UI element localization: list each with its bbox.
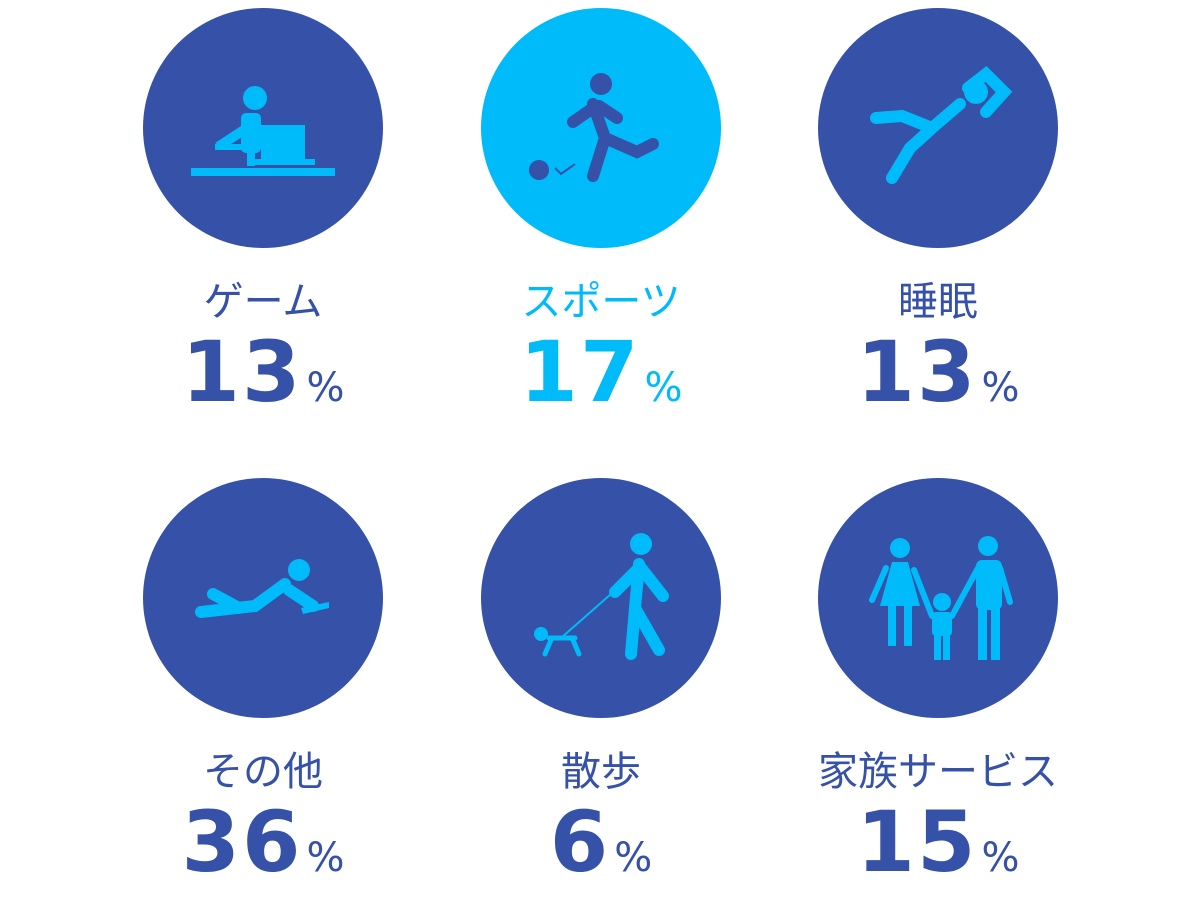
item-game: ゲーム 13%: [93, 8, 433, 436]
item-sleep: 睡眠 13%: [768, 8, 1108, 436]
percent-unit: %: [644, 365, 683, 411]
item-percentage: 36%: [93, 800, 433, 906]
person-walking-dog-icon: [534, 533, 669, 660]
item-other: その他 36%: [93, 478, 433, 906]
percent-unit: %: [614, 835, 653, 881]
family-icon: [869, 536, 1013, 660]
circle: [481, 478, 721, 718]
circle: [481, 8, 721, 248]
person-reclining-icon: [870, 66, 1013, 184]
item-sports: スポーツ 17%: [431, 8, 771, 436]
circle: [818, 8, 1058, 248]
item-label: 散歩: [561, 749, 641, 795]
item-family: 家族サービス 15%: [768, 478, 1108, 906]
item-walk: 散歩 6%: [431, 478, 771, 906]
item-value: 15: [856, 793, 978, 891]
item-label: 家族サービス: [818, 749, 1058, 795]
person-kicking-ball-icon: [529, 73, 659, 182]
item-percentage: 15%: [768, 800, 1108, 906]
item-value: 36: [181, 793, 303, 891]
item-percentage: 13%: [768, 330, 1108, 436]
item-value: 17: [519, 323, 641, 421]
item-label: その他: [203, 749, 323, 795]
percent-unit: %: [981, 365, 1020, 411]
percent-unit: %: [306, 835, 345, 881]
person-at-desk-icon: [191, 86, 335, 176]
item-value: 13: [181, 323, 303, 421]
item-percentage: 6%: [431, 800, 771, 906]
item-value: 6: [549, 793, 611, 891]
percent-unit: %: [306, 365, 345, 411]
item-label: 睡眠: [898, 279, 978, 325]
circle: [143, 8, 383, 248]
item-label: スポーツ: [521, 279, 681, 325]
circle: [818, 478, 1058, 718]
person-lying-reading-icon: [195, 559, 329, 618]
item-label: ゲーム: [203, 279, 323, 325]
percent-unit: %: [981, 835, 1020, 881]
item-percentage: 17%: [431, 330, 771, 436]
item-value: 13: [856, 323, 978, 421]
item-percentage: 13%: [93, 330, 433, 436]
circle: [143, 478, 383, 718]
